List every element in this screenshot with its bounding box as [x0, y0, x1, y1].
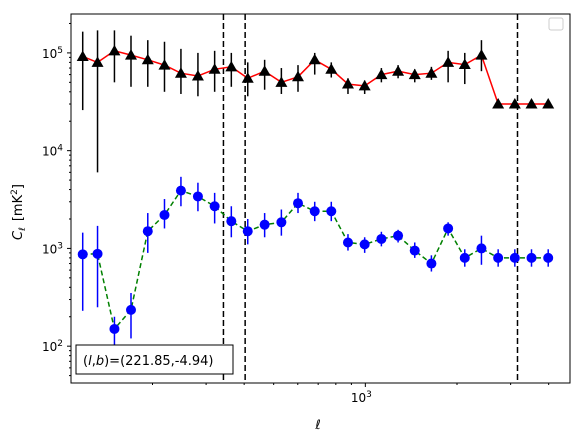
series-1-point-17 — [359, 239, 370, 250]
y-tick-label-1000: 103 — [42, 241, 63, 256]
series-1-point-20 — [409, 245, 420, 256]
series-0-point-14 — [308, 53, 321, 65]
legend-box — [548, 17, 564, 31]
series-0-point-1 — [91, 56, 104, 67]
series-0-point-6 — [174, 67, 187, 78]
series-0-point-10 — [241, 72, 254, 83]
y-axis-label-symbol: C — [11, 230, 26, 240]
series-0-point-9 — [225, 60, 238, 72]
series-1-point-11 — [259, 219, 270, 230]
series-1-point-18 — [376, 233, 387, 244]
series-0-point-17 — [358, 79, 371, 91]
series-0-point-22 — [442, 56, 455, 67]
y-axis-label-unit-end: ] — [11, 184, 26, 189]
series-1-point-25 — [493, 252, 504, 263]
y-tick-label-10000: 104 — [42, 144, 63, 159]
series-1-point-8 — [209, 201, 220, 212]
series-1-point-24 — [476, 243, 487, 254]
series-1-point-9 — [226, 216, 237, 227]
series-1-point-14 — [309, 206, 320, 217]
series-1-point-7 — [192, 191, 203, 202]
series-1-point-16 — [342, 237, 353, 248]
y-axis-label-subscript: ℓ — [18, 227, 28, 232]
series-0-point-23 — [458, 58, 471, 70]
series-0-point-5 — [158, 59, 171, 70]
series-0-point-16 — [341, 78, 354, 89]
y-axis-label-unit-sup: 2 — [10, 189, 20, 195]
series-1-point-6 — [175, 185, 186, 196]
series-0-point-4 — [141, 53, 154, 65]
x-axis-label: ℓ — [314, 418, 320, 433]
series-0-point-8 — [208, 63, 221, 74]
series-0-point-7 — [191, 70, 204, 81]
plot-area — [76, 14, 555, 383]
series-1-point-2 — [109, 323, 120, 334]
series-1-point-27 — [526, 252, 537, 263]
series-1-point-3 — [125, 304, 136, 315]
series-1-point-21 — [426, 258, 437, 269]
y-tick-label-100000: 105 — [42, 46, 63, 61]
axis-labels: ℓ Cℓ [mK2] — [10, 184, 321, 433]
annotation-box — [75, 344, 234, 375]
series-0-point-27 — [525, 98, 538, 109]
series-0-point-20 — [408, 68, 421, 80]
series-0-point-11 — [258, 65, 271, 76]
axes: 103 102 103 104 105 — [42, 13, 571, 405]
legend — [548, 17, 564, 31]
series-1-point-23 — [459, 252, 470, 263]
series-1-point-4 — [142, 226, 153, 237]
series-1-point-22 — [443, 223, 454, 234]
x-tick-label-1000: 103 — [351, 390, 372, 405]
series-0-point-12 — [275, 76, 288, 87]
series-1-point-26 — [509, 252, 520, 263]
series-1-point-12 — [276, 217, 287, 228]
series-0-point-18 — [375, 68, 388, 80]
y-tick-label-100: 102 — [42, 339, 63, 354]
y-axis-label: Cℓ [mK2] — [10, 184, 28, 240]
y-axis-label-unit: [mK — [11, 194, 26, 221]
series-1-point-10 — [242, 226, 253, 237]
series-1-point-13 — [293, 198, 304, 209]
annotation-text: (l,b)=(221.85,-4.94) — [83, 354, 213, 369]
annotation: (l,b)=(221.85,-4.94) — [75, 344, 234, 375]
series-0-point-19 — [392, 65, 405, 76]
series-0-point-15 — [325, 63, 338, 74]
series-0-point-28 — [542, 98, 555, 109]
series-0-point-3 — [124, 49, 137, 60]
series-0-point-13 — [292, 70, 305, 82]
axes-frame — [70, 13, 571, 384]
series-1-point-1 — [92, 248, 103, 259]
series-0-point-24 — [475, 49, 488, 60]
series-0-point-26 — [508, 98, 521, 109]
series-1-point-19 — [393, 230, 404, 241]
plot-clip-group — [76, 14, 555, 383]
series-1-point-5 — [159, 209, 170, 220]
series-0-point-0 — [76, 50, 89, 61]
series-0-point-2 — [108, 44, 121, 56]
series-0-point-21 — [425, 67, 438, 78]
series-0-point-25 — [492, 98, 505, 109]
series-1-point-15 — [326, 206, 337, 217]
series-1-point-28 — [543, 252, 554, 263]
series-1-point-0 — [77, 249, 88, 260]
